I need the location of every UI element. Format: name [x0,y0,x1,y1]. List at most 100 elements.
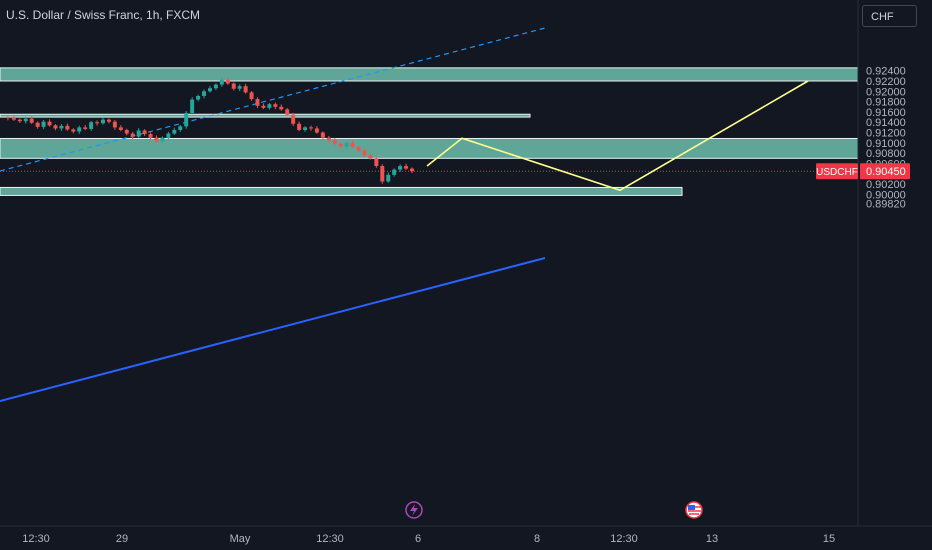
candle-body [320,132,325,138]
candle-body [101,119,106,124]
candle-body [213,84,218,89]
candle-body [261,105,266,108]
candle-body [291,114,296,124]
price-tick-label: 0.90800 [866,148,906,160]
time-tick-label: 12:30 [316,533,344,545]
last-price-label: 0.90450 [866,166,906,178]
candle-body [124,129,129,134]
candle-body [184,112,189,127]
dashed-trendline[interactable] [0,27,546,172]
candle-body [41,121,46,127]
price-tick-label: 0.92200 [866,76,906,88]
currency-select-button[interactable]: CHF [862,5,917,27]
time-tick-label: 12:30 [22,533,50,545]
candle-body [362,150,367,156]
time-tick-label: 12:30 [610,533,638,545]
zone-mid-wide[interactable] [0,137,859,159]
candle-body [386,174,391,182]
demand-zone-bottom[interactable] [0,186,683,196]
candle-body [344,142,349,147]
price-tick-label: 0.91000 [866,138,906,150]
projection-path[interactable] [426,80,809,192]
candle-body [243,86,248,93]
candle-body [398,166,403,170]
time-tick-label: 8 [534,533,540,545]
candle-body [249,92,254,100]
symbol-badge [816,163,858,180]
candle-body [178,126,183,130]
candle-body [267,104,272,108]
time-tick-label: 13 [706,533,718,545]
time-tick-label: 6 [415,533,421,545]
candle-body [231,83,236,89]
candle-body [154,137,159,142]
projection-layer [426,80,809,192]
candle-body [279,106,284,110]
candle-body [380,166,385,182]
candle-body [95,122,100,124]
candle-body [338,143,343,147]
price-tick-label: 0.89820 [866,199,906,211]
time-tick-label: 29 [116,533,128,545]
time-tick-label: 15 [823,533,835,545]
zones-layer [0,67,859,196]
candle-body [225,79,230,84]
price-tick-label: 0.90000 [866,189,906,201]
candle-body [404,166,409,169]
candle-body [314,128,319,133]
candle-body [172,129,177,134]
event-lightning-icon[interactable] [405,501,423,519]
candle-body [255,99,260,106]
candle-body [112,121,117,128]
price-tick-label: 0.92000 [866,86,906,98]
zone-mid-thin[interactable] [0,113,531,118]
candle-body [142,130,147,135]
candle-body [106,119,111,122]
candle-body [297,123,302,130]
candle-body [285,109,290,115]
candle-body [83,127,88,129]
price-tick-label: 0.92400 [866,66,906,78]
candle-body [71,129,76,132]
candle-body [374,158,379,167]
candle-body [47,121,52,126]
candle-body [59,125,64,129]
price-tick-label: 0.90200 [866,179,906,191]
candle-body [190,99,195,113]
supply-zone-top[interactable] [0,67,859,82]
symbol-label: USDCHF [816,167,858,178]
candle-body [53,125,58,129]
candle-body [273,104,278,107]
chart-title: U.S. Dollar / Swiss Franc, 1h, FXCM [6,8,201,22]
candle-body [207,88,212,92]
price-tick-label: 0.91600 [866,107,906,119]
price-tick-label: 0.91400 [866,117,906,129]
candle-body [65,125,70,130]
price-tick-label: 0.91800 [866,97,906,109]
candle-body [29,118,34,123]
candle-body [17,119,22,122]
time-tick-label: May [230,533,251,545]
candle-body [326,137,331,141]
support-trendline[interactable] [0,257,546,402]
candle-body [350,142,355,147]
price-axis: 0.924000.922000.920000.918000.916000.914… [866,66,906,211]
candle-body [356,146,361,151]
last-price-marker: USDCHF 0.90450 [816,163,910,180]
candle-body [148,134,153,138]
candle-body [5,117,10,119]
candle-body [89,122,94,129]
candle-body [130,133,135,137]
candle-body [410,168,414,172]
us-flag-icon[interactable] [685,501,703,519]
candle-body [11,118,16,120]
candle-body [136,130,141,137]
candle-body [160,137,165,142]
candle-body [303,127,308,130]
candle-body [308,127,313,129]
candle-body [392,169,397,175]
time-axis: 12:30 29 May 12:30 6 8 12:30 13 15 [22,533,835,545]
candles-layer [5,77,414,184]
